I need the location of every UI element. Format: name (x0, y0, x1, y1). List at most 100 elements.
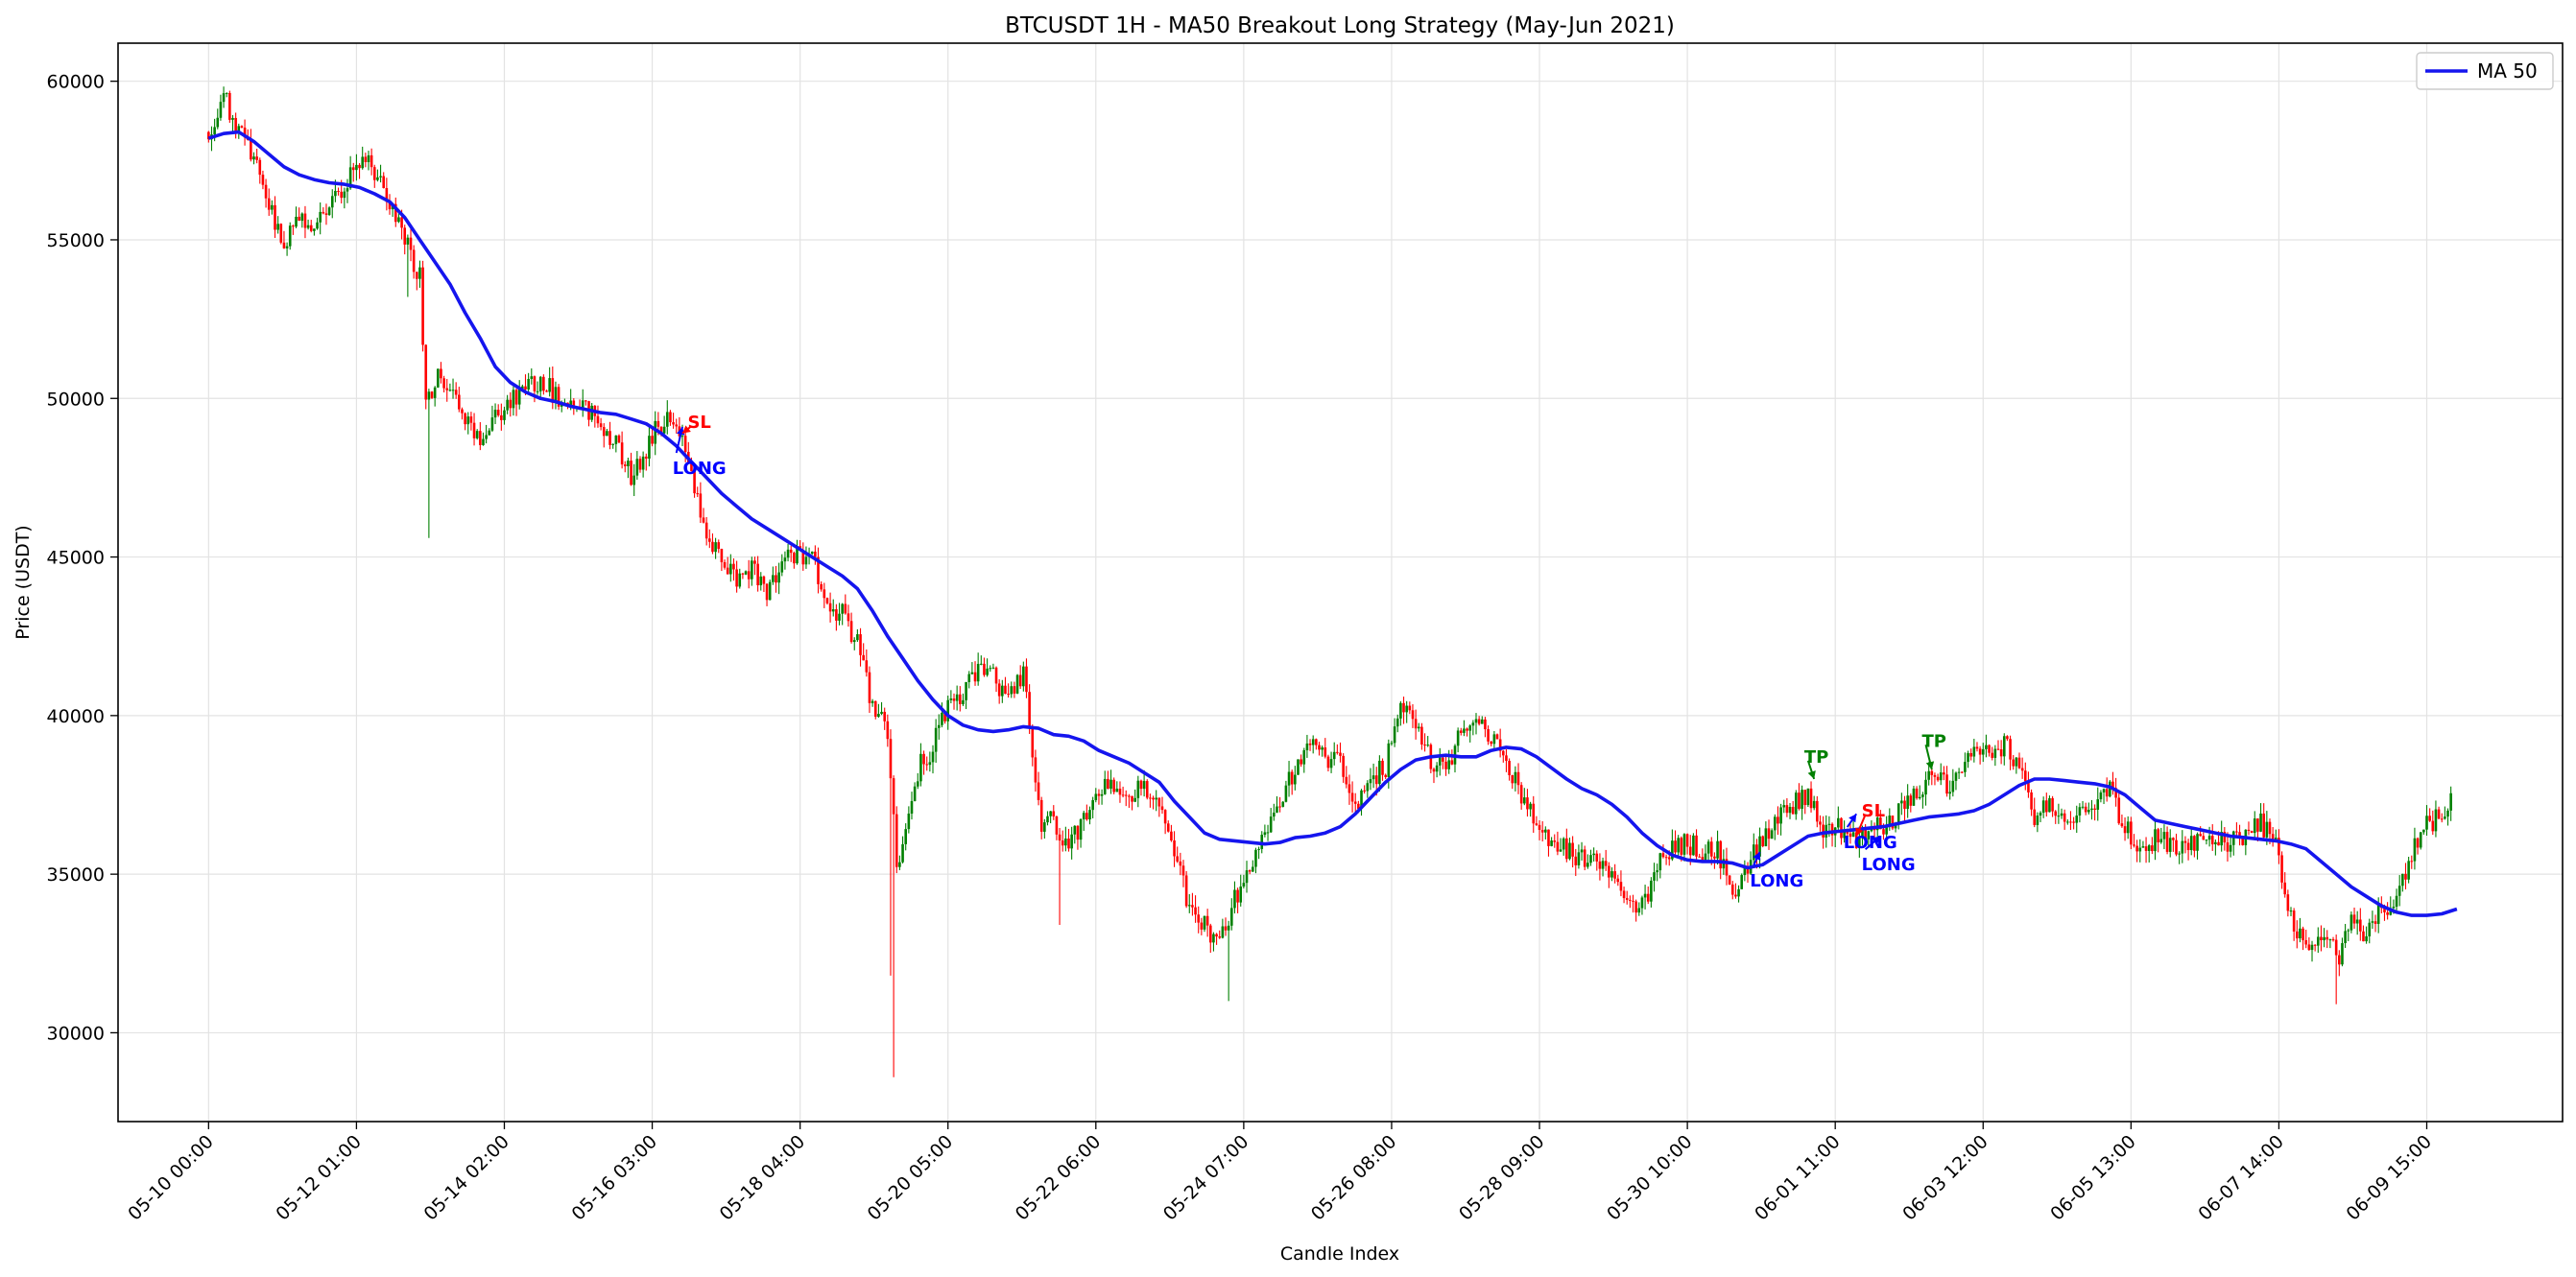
annotation-arrowhead-long (1753, 852, 1761, 861)
candle-down (2268, 821, 2272, 835)
candle-down (1991, 752, 1993, 758)
candle-down (557, 387, 561, 407)
candle-down (1191, 905, 1194, 908)
candle-down (1052, 811, 1056, 816)
candle-down (1864, 829, 1867, 840)
candle-down (675, 424, 679, 427)
candle-down (2362, 931, 2365, 942)
candle-down (1646, 893, 1650, 902)
candle-down (2431, 820, 2435, 832)
candle-up (512, 390, 515, 409)
annotation-label-long: LONG (673, 459, 727, 479)
candle-down (1324, 747, 1327, 757)
candle-down (1777, 816, 1779, 824)
candle-down (1039, 799, 1043, 832)
candle-down (1891, 816, 1895, 829)
candle-up (744, 571, 748, 575)
candle-down (2383, 908, 2386, 912)
candle-up (2168, 838, 2172, 852)
candle-down (292, 225, 295, 227)
candle-up (632, 475, 635, 485)
candle-up (962, 699, 965, 704)
candle-down (1816, 800, 1819, 822)
candle-down (683, 436, 687, 452)
candle-down (1408, 705, 1412, 711)
candle-up (493, 410, 497, 418)
candle-down (1746, 867, 1750, 874)
candle-down (1224, 926, 1228, 931)
candle-down (1007, 694, 1010, 696)
candle-up (527, 378, 530, 390)
candle-up (967, 674, 971, 682)
candle-up (635, 459, 639, 476)
candle-up (841, 603, 844, 614)
candle-up (427, 391, 431, 400)
candle-up (276, 224, 279, 230)
candle-up (1480, 719, 1484, 724)
candle-up (1088, 810, 1091, 820)
candle-down (2247, 829, 2251, 832)
candle-up (662, 426, 666, 434)
candle-down (775, 575, 777, 583)
candle-down (1698, 856, 1701, 858)
candle-up (1967, 752, 1969, 763)
candle-down (2023, 770, 2027, 782)
candle-up (2048, 797, 2051, 813)
candle-up (437, 368, 440, 388)
candle-down (1037, 782, 1040, 800)
candle-up (665, 412, 669, 427)
candle-up (738, 573, 742, 587)
candle-up (1577, 852, 1581, 865)
annotation-label-tp: TP (1922, 731, 1946, 751)
candle-down (264, 184, 268, 199)
candle-up (1471, 722, 1475, 726)
candle-down (620, 442, 624, 465)
candle-down (430, 391, 434, 398)
candle-down (623, 464, 627, 466)
candle-down (445, 388, 449, 390)
candle-up (1523, 797, 1526, 804)
candle-up (1321, 747, 1324, 750)
candle-down (1348, 784, 1351, 793)
legend-box (2416, 52, 2554, 90)
candle-up (2096, 799, 2100, 810)
candle-down (2199, 834, 2202, 837)
candle-down (886, 721, 890, 740)
candle-down (279, 224, 283, 243)
candle-up (1981, 748, 1985, 755)
candle-up (772, 575, 775, 582)
candle-down (1969, 752, 1972, 757)
candle-up (1843, 831, 1846, 839)
candle-down (1604, 861, 1608, 866)
candle-down (472, 422, 476, 438)
candle-down (847, 613, 850, 622)
candle-up (783, 557, 787, 562)
candle-up (2154, 829, 2157, 852)
candle-up (2181, 840, 2184, 854)
candle-down (1157, 797, 1161, 807)
candle-up (910, 800, 914, 815)
candle-up (2002, 736, 2006, 757)
candle-up (1900, 800, 1903, 804)
candle-down (2193, 836, 2196, 851)
candle-up (838, 613, 841, 621)
candle-down (1357, 803, 1360, 810)
candle-down (1903, 800, 1906, 810)
candle-down (1709, 841, 1713, 857)
candle-up (1230, 908, 1233, 926)
candle-down (711, 541, 714, 553)
candle-up (1529, 803, 1532, 810)
candle-up (931, 751, 935, 763)
candle-up (1227, 925, 1230, 931)
candle-up (1921, 794, 1924, 797)
candle-up (1939, 772, 1943, 781)
annotation-label-sl: SL (687, 413, 710, 433)
candle-down (370, 154, 373, 168)
candle-down (2117, 797, 2121, 824)
candle-up (780, 561, 784, 573)
candle-up (2365, 935, 2368, 942)
candle-up (1650, 880, 1653, 902)
candle-up (418, 267, 421, 279)
candle-up (970, 672, 974, 674)
candle-down (983, 663, 986, 675)
